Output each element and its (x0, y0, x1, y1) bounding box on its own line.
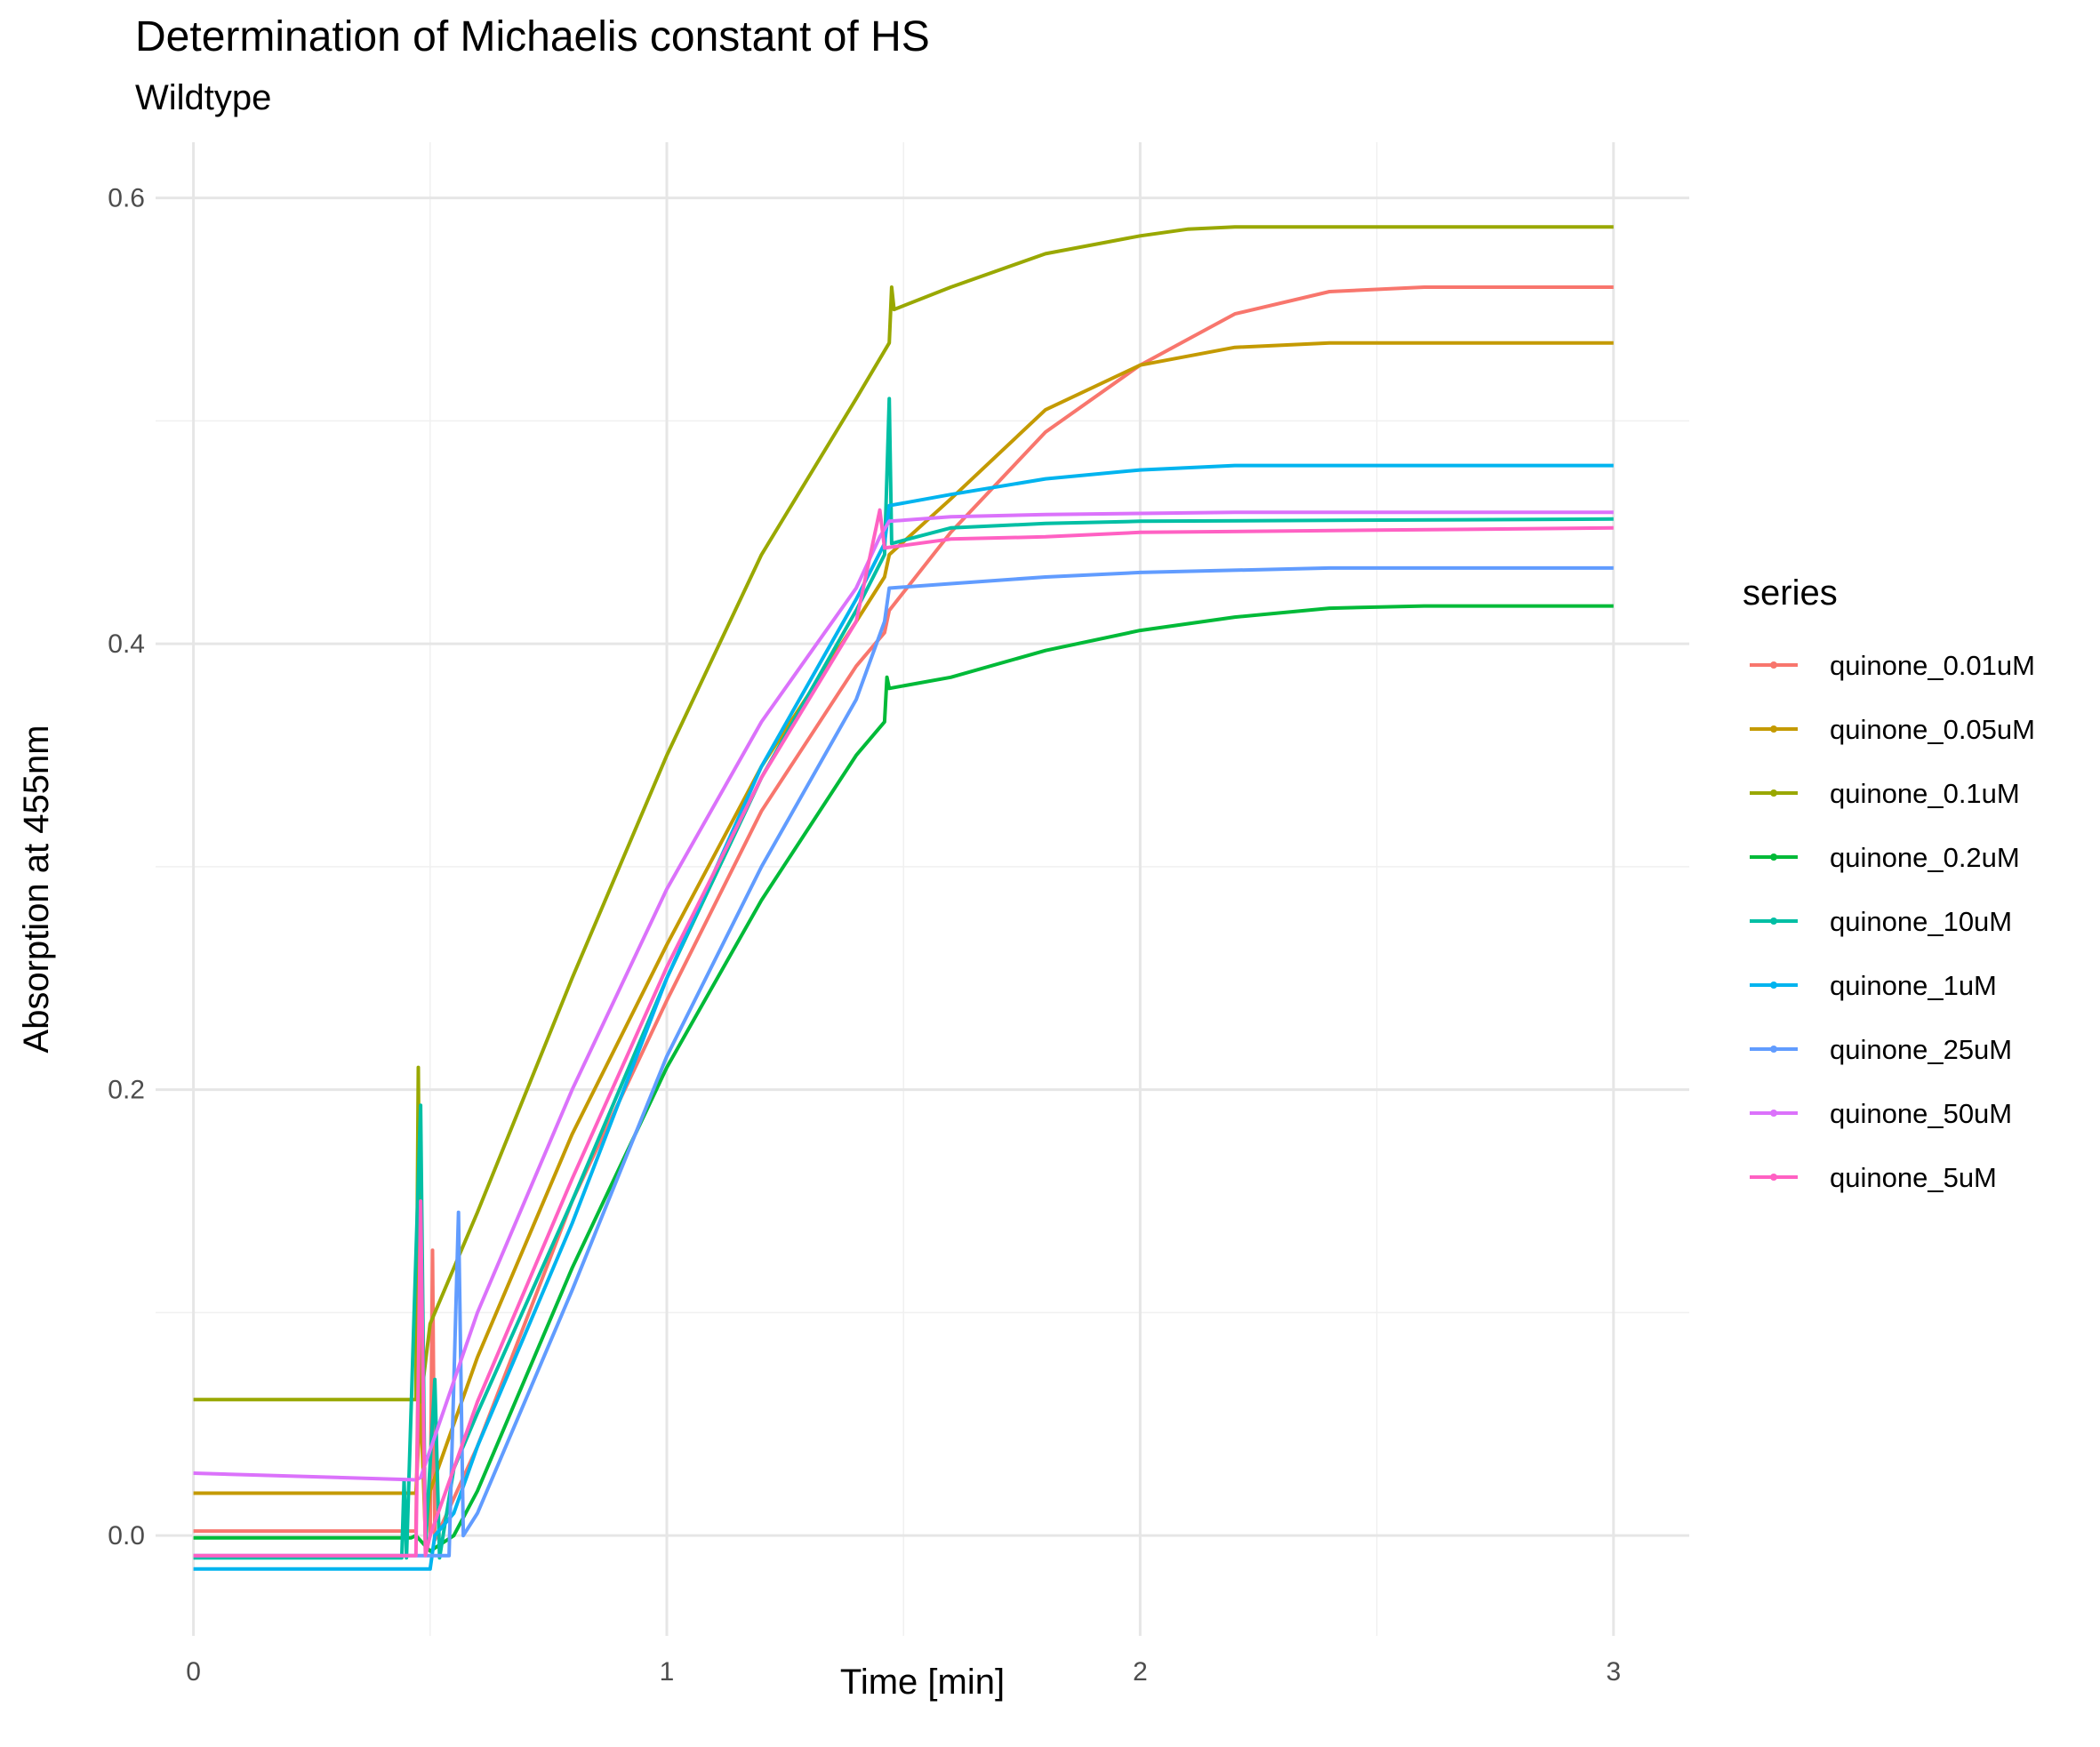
series-line-quinone_1uM (193, 463, 1614, 1571)
legend-label: quinone_10uM (1830, 906, 2012, 937)
legend-label: quinone_50uM (1830, 1098, 2012, 1129)
legend-label: quinone_5uM (1830, 1162, 1997, 1193)
y-tick-label: 0.2 (108, 1076, 145, 1105)
y-axis-title: Absorption at 455nm (17, 725, 56, 1053)
y-tick-label: 0.6 (108, 184, 145, 213)
y-tick-label: 0.0 (108, 1521, 145, 1551)
chart-subtitle: Wildtype (135, 78, 272, 117)
series-line-quinone_50uM (193, 510, 1614, 1482)
legend-label: quinone_0.1uM (1830, 778, 2020, 809)
legend-key-dot (1770, 1174, 1777, 1181)
x-tick-label: 0 (186, 1657, 201, 1687)
legend-title: series (1743, 573, 1838, 613)
legend-key-dot (1770, 918, 1777, 925)
series-line-quinone_5uM (193, 508, 1614, 1558)
legend-key-dot (1770, 661, 1777, 669)
legend-key-dot (1770, 1110, 1777, 1117)
legend-key-dot (1770, 1046, 1777, 1053)
legend-label: quinone_0.01uM (1830, 650, 2035, 681)
legend-key-dot (1770, 982, 1777, 989)
x-tick-label: 3 (1606, 1657, 1621, 1687)
legend-label: quinone_1uM (1830, 970, 1997, 1001)
series-line-quinone_0.1uM (193, 225, 1614, 1404)
chart-title: Determination of Michaelis constant of H… (135, 13, 930, 60)
legend-key-dot (1770, 725, 1777, 733)
y-tick-label: 0.4 (108, 629, 145, 659)
legend-key-dot (1770, 853, 1777, 861)
legend-label: quinone_0.2uM (1830, 842, 2020, 873)
x-axis-title: Time [min] (840, 1663, 1005, 1702)
legend-key-dot (1770, 789, 1777, 797)
series-line-quinone_25uM (193, 565, 1614, 1558)
x-tick-label: 1 (660, 1657, 675, 1687)
series-line-quinone_10uM (193, 397, 1614, 1560)
legend-label: quinone_25uM (1830, 1034, 2012, 1065)
legend-label: quinone_0.05uM (1830, 714, 2035, 745)
x-tick-label: 2 (1133, 1657, 1148, 1687)
